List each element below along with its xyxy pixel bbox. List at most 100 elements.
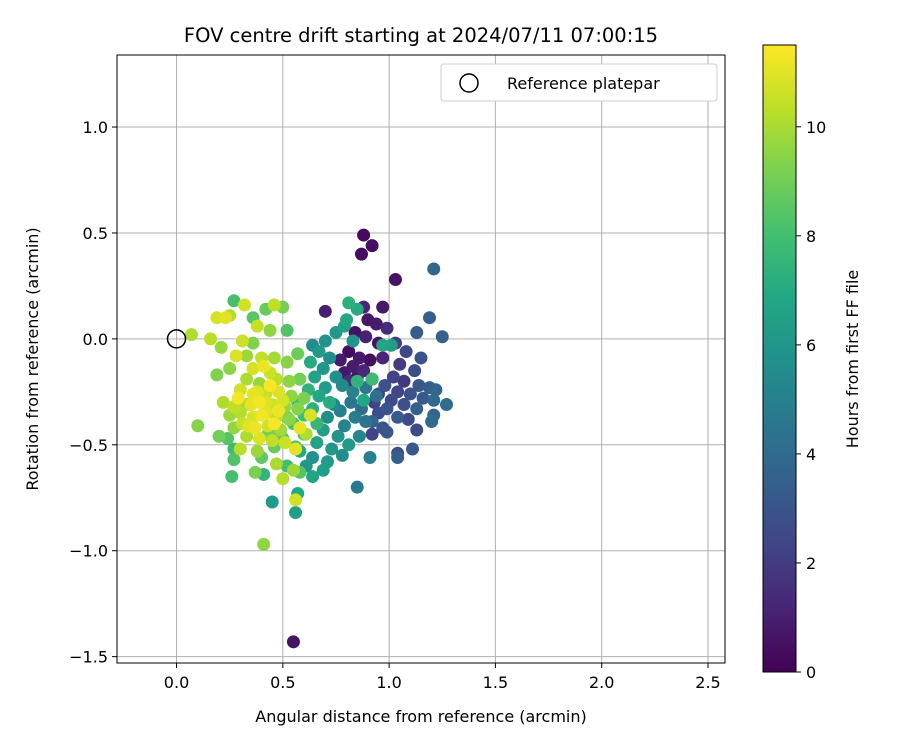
scatter-point <box>291 347 305 361</box>
scatter-point <box>223 362 237 376</box>
scatter-point <box>399 345 413 359</box>
scatter-point <box>401 412 415 426</box>
scatter-point <box>386 370 400 384</box>
scatter-point <box>320 410 334 424</box>
scatter-point <box>216 395 230 409</box>
scatter-point <box>263 323 277 337</box>
scatter-point <box>342 345 356 359</box>
scatter-point <box>214 340 228 354</box>
scatter-point <box>410 402 424 416</box>
scatter-point <box>297 391 311 405</box>
colorbar-label: Hours from first FF file <box>843 270 862 449</box>
scatter-point <box>227 453 241 467</box>
legend: Reference platepar <box>440 63 718 102</box>
scatter-point <box>240 429 254 443</box>
scatter-point <box>376 351 390 365</box>
scatter-point <box>289 506 303 520</box>
scatter-point <box>191 419 205 433</box>
scatter-point <box>252 431 266 445</box>
scatter-point <box>263 378 277 392</box>
scatter-point <box>354 247 368 261</box>
scatter-point <box>423 311 437 325</box>
scatter-point <box>233 442 247 456</box>
scatter-point <box>350 480 364 494</box>
scatter-point <box>316 463 330 477</box>
scatter-point <box>212 429 226 443</box>
scatter-point <box>440 398 454 412</box>
scatter-point <box>267 417 281 431</box>
scatter-point <box>210 368 224 382</box>
scatter-point <box>282 412 296 426</box>
x-axis-label: Angular distance from reference (arcmin) <box>255 707 586 726</box>
x-tick-label: 1.0 <box>376 673 401 692</box>
scatter-point <box>267 351 281 365</box>
scatter-point <box>342 438 356 452</box>
scatter-point <box>337 419 351 433</box>
scatter-point <box>427 393 441 407</box>
scatter-point <box>248 465 262 479</box>
scatter-point <box>293 421 307 435</box>
scatter-point <box>378 378 392 392</box>
scatter-point <box>365 427 379 441</box>
scatter-point <box>257 359 271 373</box>
scatter-point <box>240 349 254 363</box>
scatter-point <box>257 537 271 551</box>
scatter-point <box>357 364 371 378</box>
scatter-point <box>286 463 300 477</box>
scatter-point <box>429 383 443 397</box>
scatter-point <box>342 296 356 310</box>
scatter-point <box>246 336 260 350</box>
scatter-point <box>365 239 379 253</box>
scatter-point <box>282 374 296 388</box>
scatter-point <box>308 370 322 384</box>
legend-box <box>440 63 718 102</box>
scatter-point <box>365 372 379 386</box>
plot-frame <box>116 54 726 664</box>
scatter-point <box>252 395 266 409</box>
y-tick-label: 0.5 <box>83 224 108 243</box>
scatter-point <box>340 313 354 327</box>
scatter-point <box>346 359 360 373</box>
scatter-point <box>357 393 371 407</box>
scatter-point <box>380 402 394 416</box>
scatter-point <box>346 385 360 399</box>
scatter-point <box>331 429 345 443</box>
colorbar-tick-label: 4 <box>806 445 816 464</box>
scatter-point <box>235 334 249 348</box>
x-tick-label: 2.5 <box>695 673 720 692</box>
scatter-point <box>397 374 411 388</box>
scatter-point <box>225 470 239 484</box>
scatter-point <box>246 362 260 376</box>
scatter-point <box>231 391 245 405</box>
x-tick-label: 2.0 <box>589 673 614 692</box>
scatter-point <box>359 330 373 344</box>
scatter-point <box>376 338 390 352</box>
scatter-point <box>265 495 279 509</box>
scatter-point <box>291 402 305 416</box>
scatter-point <box>380 321 394 335</box>
scatter-point <box>269 457 283 471</box>
scatter-point <box>346 334 360 348</box>
scatter-point <box>348 410 362 424</box>
scatter-point <box>363 353 377 367</box>
x-tick-label: 1.5 <box>483 673 508 692</box>
scatter-point <box>250 444 264 458</box>
y-tick-label: 0.0 <box>83 330 108 349</box>
scatter-point <box>393 357 407 371</box>
scatter-points <box>184 228 454 649</box>
y-tick-label: −0.5 <box>69 436 108 455</box>
scatter-point <box>325 442 339 456</box>
scatter-point <box>303 355 317 369</box>
scatter-point <box>312 345 326 359</box>
y-axis-ticks: −1.5 −1.0 −0.5 0.0 0.5 1.0 <box>69 118 117 667</box>
scatter-point <box>408 364 422 378</box>
scatter-point <box>403 387 417 401</box>
x-tick-label: 0.0 <box>164 673 189 692</box>
scatter-point <box>369 317 383 331</box>
chart-title: FOV centre drift starting at 2024/07/11 … <box>184 24 658 47</box>
scatter-point <box>280 323 294 337</box>
colorbar-ticks: 0 2 4 6 8 10 <box>796 118 826 682</box>
scatter-point <box>318 334 332 348</box>
colorbar-tick-label: 0 <box>806 663 816 682</box>
scatter-point <box>335 448 349 462</box>
